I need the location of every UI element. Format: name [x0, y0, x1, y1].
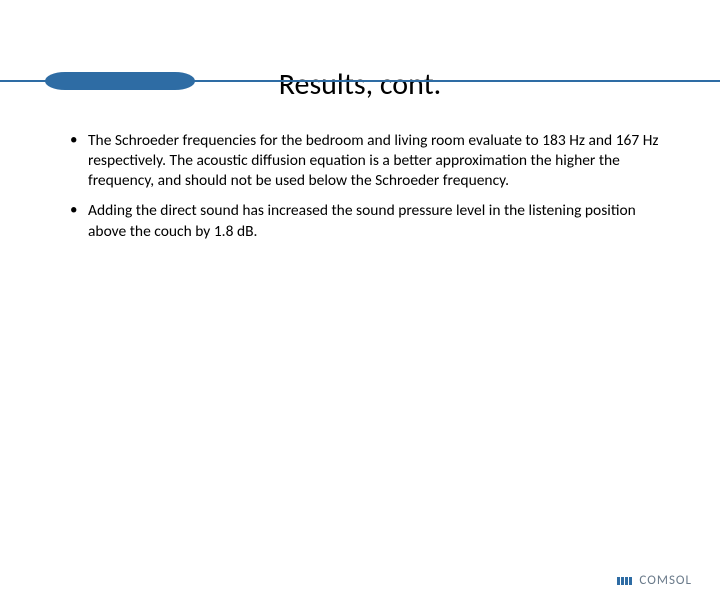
list-item: The Schroeder frequencies for the bedroo…	[70, 131, 666, 191]
comsol-logo-text: COMSOL	[639, 573, 692, 588]
header-swoosh	[75, 72, 195, 90]
list-item: Adding the direct sound has increased th…	[70, 201, 666, 241]
slide-content: The Schroeder frequencies for the bedroo…	[70, 131, 666, 242]
bullet-list: The Schroeder frequencies for the bedroo…	[70, 131, 666, 242]
comsol-logo-icon	[617, 575, 633, 587]
comsol-logo: COMSOL	[617, 573, 692, 588]
header-decoration	[0, 66, 720, 96]
